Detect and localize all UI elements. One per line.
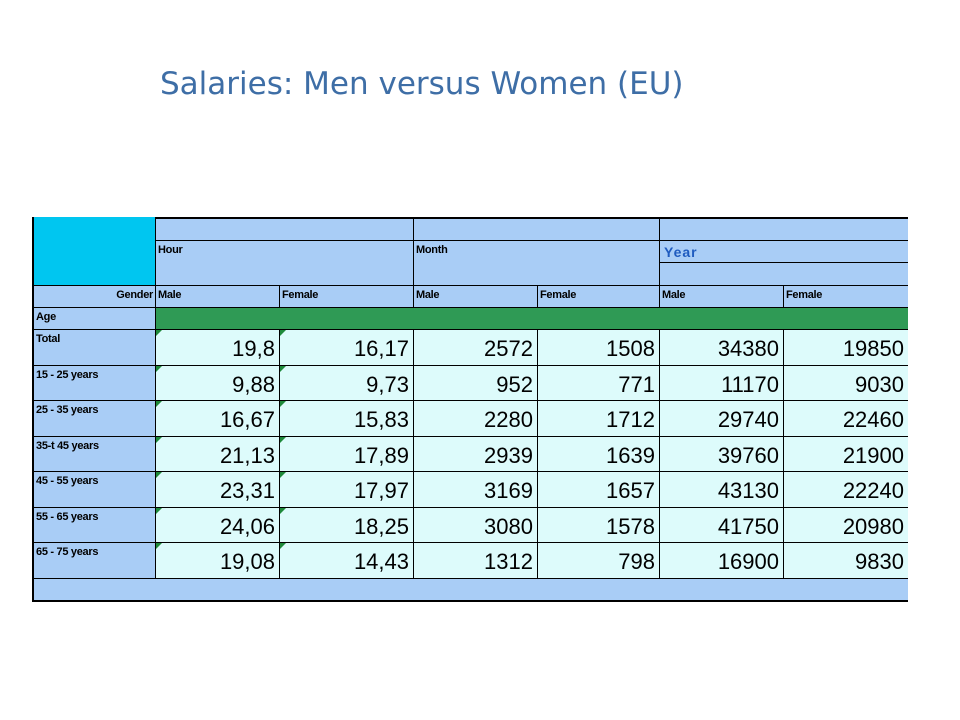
header-year: Year <box>660 241 908 263</box>
table-cell: 9830 <box>784 543 908 579</box>
table-cell: 16900 <box>660 543 784 579</box>
gender-header-4: Male <box>660 286 784 308</box>
gender-header-1: Female <box>280 286 414 308</box>
table-cell: 1657 <box>538 472 660 508</box>
slide-title: Salaries: Men versus Women (EU) <box>160 66 684 102</box>
row-label: 55 - 65 years <box>34 507 156 543</box>
row-label: 45 - 55 years <box>34 472 156 508</box>
gender-header-0: Male <box>156 286 280 308</box>
table-cell: 22240 <box>784 472 908 508</box>
gender-header-5: Female <box>784 286 908 308</box>
table-cell: 1508 <box>538 330 660 366</box>
table-cell: 41750 <box>660 507 784 543</box>
header-month: Month <box>414 241 660 286</box>
table-cell: 11170 <box>660 365 784 401</box>
table-cell: 2280 <box>414 401 538 437</box>
table-cell: 14,43 <box>280 543 414 579</box>
table-cell: 17,97 <box>280 472 414 508</box>
table-cell: 1578 <box>538 507 660 543</box>
corner-cell <box>34 217 156 286</box>
table-cell: 771 <box>538 365 660 401</box>
age-band <box>156 308 908 330</box>
table-cell: 39760 <box>660 436 784 472</box>
header-blank-month <box>414 217 660 241</box>
table-cell: 22460 <box>784 401 908 437</box>
table-cell: 19,08 <box>156 543 280 579</box>
gender-header-2: Male <box>414 286 538 308</box>
row-label: 65 - 75 years <box>34 543 156 579</box>
table-cell: 3080 <box>414 507 538 543</box>
header-year-sub <box>660 263 908 286</box>
table-cell: 21900 <box>784 436 908 472</box>
row-label: 25 - 35 years <box>34 401 156 437</box>
row-label: 15 - 25 years <box>34 365 156 401</box>
table-cell: 18,25 <box>280 507 414 543</box>
table-cell: 19,8 <box>156 330 280 366</box>
table-cell: 24,06 <box>156 507 280 543</box>
table-cell: 29740 <box>660 401 784 437</box>
table-cell: 15,83 <box>280 401 414 437</box>
header-hour: Hour <box>156 241 414 286</box>
gender-label: Gender <box>34 286 156 308</box>
table-cell: 2939 <box>414 436 538 472</box>
table-cell: 34380 <box>660 330 784 366</box>
table-cell: 20980 <box>784 507 908 543</box>
table-cell: 3169 <box>414 472 538 508</box>
row-label: 35-t 45 years <box>34 436 156 472</box>
salary-table: Hour Month Year Gender Age Male Female Mal… <box>32 217 908 602</box>
table-cell: 1639 <box>538 436 660 472</box>
header-blank-year <box>660 217 908 241</box>
table-cell: 798 <box>538 543 660 579</box>
table-cell: 17,89 <box>280 436 414 472</box>
table-cell: 9,73 <box>280 365 414 401</box>
table-cell: 16,67 <box>156 401 280 437</box>
gender-header-3: Female <box>538 286 660 308</box>
table-cell: 2572 <box>414 330 538 366</box>
table-cell: 23,31 <box>156 472 280 508</box>
header-blank-hour <box>156 217 414 241</box>
row-label: Total <box>34 330 156 366</box>
table-footer <box>34 578 908 600</box>
table-cell: 19850 <box>784 330 908 366</box>
table-cell: 1312 <box>414 543 538 579</box>
table-cell: 21,13 <box>156 436 280 472</box>
age-label: Age <box>34 308 156 330</box>
table-cell: 43130 <box>660 472 784 508</box>
table-cell: 1712 <box>538 401 660 437</box>
table-cell: 9030 <box>784 365 908 401</box>
table-cell: 16,17 <box>280 330 414 366</box>
table-cell: 952 <box>414 365 538 401</box>
table-cell: 9,88 <box>156 365 280 401</box>
